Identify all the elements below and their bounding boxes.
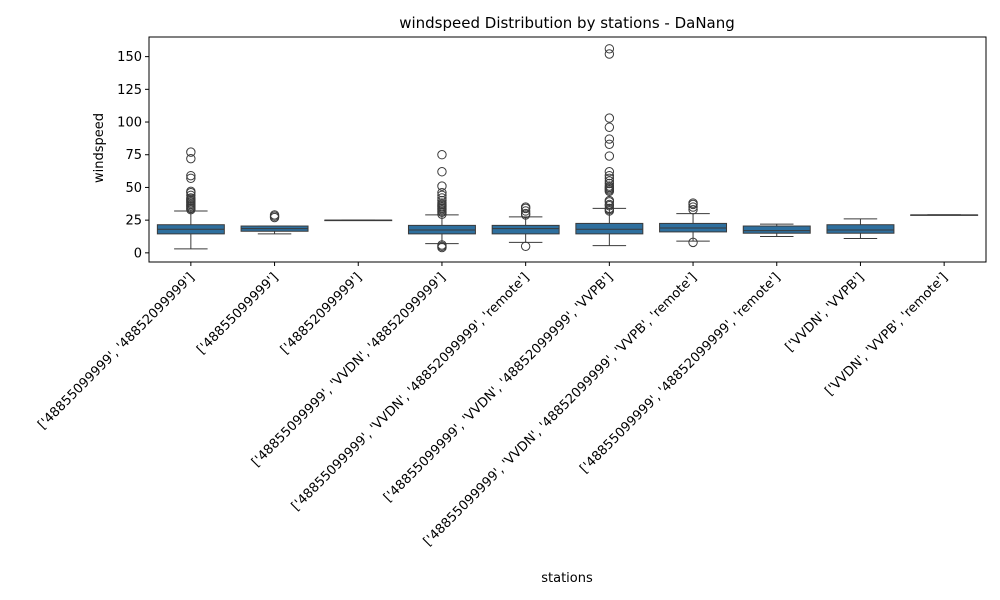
y-tick-label: 0 (134, 246, 142, 261)
outlier-point (604, 195, 615, 206)
outlier-point (186, 153, 196, 164)
x-tick-label: ['48855099999'] (194, 270, 281, 357)
outlier-point (604, 44, 615, 54)
outlier-point (269, 210, 280, 220)
outlier-point (604, 203, 615, 214)
outlier-point (688, 198, 698, 208)
outlier-point (437, 167, 447, 177)
outlier-point (437, 187, 447, 198)
x-tick-label: ['48855099999', '48852099999', 'remote'] (577, 270, 783, 476)
outlier-point (688, 202, 698, 212)
outlier-point (186, 173, 196, 183)
outlier-point (186, 147, 196, 157)
box-iqr (742, 225, 811, 234)
x-tick-label: ['VVDN', 'VVPB'] (783, 270, 868, 355)
chart-title: windspeed Distribution by stations - DaN… (399, 14, 735, 32)
x-tick-label: ['48855099999', 'VVDN', '48852099999', '… (421, 270, 700, 549)
outlier-point (604, 178, 615, 189)
outlier-point (604, 122, 615, 132)
outlier-point (520, 206, 531, 216)
x-tick-label: ['48852099999'] (278, 270, 365, 357)
outlier-point (186, 186, 196, 197)
plot-frame (148, 36, 987, 263)
outlier-point (437, 150, 447, 160)
outlier-point (186, 190, 196, 200)
outlier-point (437, 195, 447, 206)
outlier-point (604, 113, 615, 123)
outlier-point (437, 240, 447, 250)
y-tick-label: 25 (125, 214, 142, 229)
y-tick-label: 125 (117, 83, 142, 98)
outlier-point (604, 139, 615, 149)
y-axis-label: windspeed (92, 113, 107, 183)
outlier-point (604, 151, 615, 161)
x-axis-label: stations (541, 571, 593, 586)
outlier-point (604, 167, 615, 177)
x-tick-label: ['48855099999', '48852099999'] (35, 270, 197, 432)
y-tick-label: 150 (117, 50, 142, 65)
outlier-point (437, 190, 447, 200)
outlier-point (688, 237, 698, 248)
plot-area: 0 25 50 75 100 125 150 ['48855099999', '4885209… (35, 36, 987, 549)
box-iqr (491, 224, 560, 235)
y-tick-label: 75 (125, 148, 142, 163)
outlier-point (186, 193, 196, 203)
outlier-point (437, 181, 447, 191)
box-iqr (575, 222, 644, 235)
outlier-point (604, 173, 615, 183)
box-iqr (826, 224, 895, 234)
outlier-point (604, 199, 615, 210)
outlier-point (520, 208, 531, 219)
outlier-point (688, 204, 698, 215)
outlier-point (520, 202, 531, 212)
y-tick-label: 100 (117, 116, 142, 131)
outlier-point (604, 181, 615, 191)
outlier-point (520, 241, 531, 252)
outlier-point (186, 170, 196, 181)
y-tick-label: 50 (125, 181, 142, 196)
x-tick-label: ['48855099999', 'VVDN', '48852099999'] (249, 270, 449, 470)
outlier-point (437, 198, 447, 208)
outlier-point (437, 193, 447, 203)
outlier-point (604, 134, 615, 144)
outlier-point (604, 176, 615, 186)
outlier-point (604, 49, 615, 59)
outlier-point (604, 170, 615, 181)
